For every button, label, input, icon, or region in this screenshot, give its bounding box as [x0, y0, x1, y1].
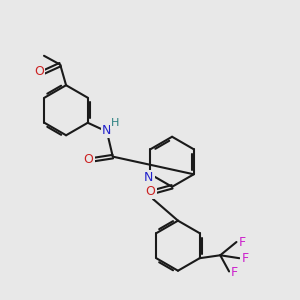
Text: O: O [34, 65, 43, 79]
Text: O: O [83, 153, 93, 166]
Text: F: F [239, 236, 246, 248]
Text: N: N [144, 171, 154, 184]
Text: H: H [111, 118, 119, 128]
Text: F: F [231, 266, 238, 279]
Text: F: F [242, 252, 249, 265]
Text: N: N [102, 124, 112, 136]
Text: O: O [146, 185, 155, 198]
